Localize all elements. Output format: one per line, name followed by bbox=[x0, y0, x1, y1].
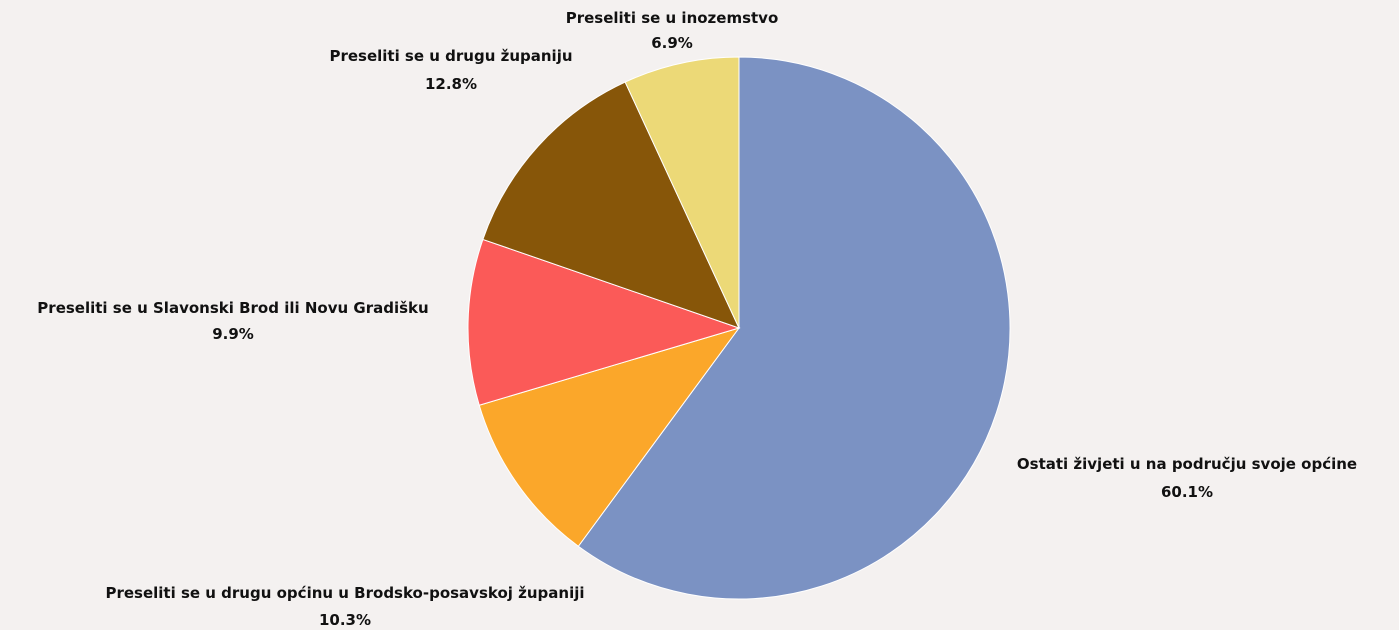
slice-label-stay-in-municipality: Ostati živjeti u na području svoje općin… bbox=[1017, 455, 1357, 473]
pie-slice-other-municipality bbox=[478, 327, 741, 547]
slice-label-other-municipality: Preseliti se u drugu općinu u Brodsko-po… bbox=[105, 584, 584, 602]
pie-slice-slavonski-brod bbox=[467, 238, 741, 406]
slice-label-other-county: Preseliti se u drugu županiju bbox=[329, 47, 572, 65]
pie-slice-other-county bbox=[482, 81, 740, 329]
pie-slice-stay-in-municipality bbox=[577, 56, 1011, 600]
label-group-stay-in-municipality: Ostati živjeti u na području svoje općin… bbox=[1017, 455, 1357, 501]
slice-percent-abroad: 6.9% bbox=[651, 34, 693, 52]
slice-percent-other-municipality: 10.3% bbox=[319, 611, 371, 629]
pie-slice-abroad bbox=[624, 56, 740, 329]
slice-label-slavonski-brod: Preseliti se u Slavonski Brod ili Novu G… bbox=[37, 299, 428, 317]
slice-percent-slavonski-brod: 9.9% bbox=[212, 325, 254, 343]
pie-slices bbox=[467, 56, 1011, 600]
slice-percent-other-county: 12.8% bbox=[425, 75, 477, 93]
label-group-abroad: Preseliti se u inozemstvo 6.9% bbox=[566, 9, 779, 52]
slice-percent-stay-in-municipality: 60.1% bbox=[1161, 483, 1213, 501]
label-group-other-county: Preseliti se u drugu županiju 12.8% bbox=[329, 47, 572, 93]
label-group-other-municipality: Preseliti se u drugu općinu u Brodsko-po… bbox=[105, 584, 584, 629]
label-group-slavonski-brod: Preseliti se u Slavonski Brod ili Novu G… bbox=[37, 299, 428, 343]
slice-label-abroad: Preseliti se u inozemstvo bbox=[566, 9, 779, 27]
